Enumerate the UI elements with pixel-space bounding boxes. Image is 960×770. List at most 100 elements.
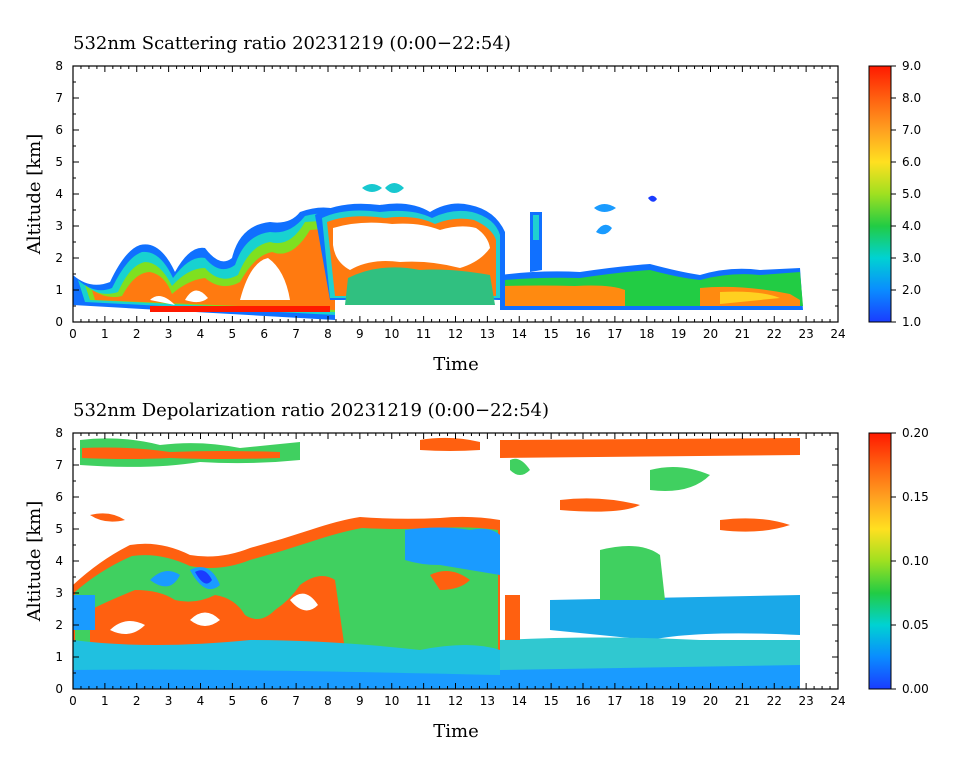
depolarization-ratio-heatmap	[73, 437, 800, 689]
x-tick-label: 22	[767, 694, 782, 708]
colorbar-tick-label: 0.20	[902, 426, 929, 440]
x-tick-label: 13	[480, 327, 495, 341]
x-tick-label: 20	[703, 327, 718, 341]
x-tick-label: 22	[767, 327, 782, 341]
x-tick-label: 8	[324, 327, 332, 341]
x-tick-label: 15	[543, 327, 558, 341]
x-tick-label: 15	[543, 694, 558, 708]
x-tick-label: 16	[575, 327, 590, 341]
colorbar	[868, 432, 892, 690]
x-tick-label: 17	[607, 327, 622, 341]
scattering-ratio-panel: 532nm Scattering ratio 20231219 (0:00−22…	[24, 33, 921, 375]
depolarization-ratio-panel: 532nm Depolarization ratio 20231219 (0:0…	[24, 400, 929, 742]
y-tick-label: 3	[55, 586, 63, 600]
y-tick-label: 5	[55, 155, 63, 169]
x-tick-label: 1	[101, 327, 109, 341]
x-tick-label: 18	[639, 327, 654, 341]
x-tick-label: 14	[512, 694, 527, 708]
x-tick-label: 0	[69, 694, 77, 708]
x-tick-label: 12	[448, 327, 463, 341]
colorbar	[868, 65, 892, 323]
colorbar-ticks: 0.00 0.05 0.10 0.15 0.20	[891, 426, 929, 696]
x-tick-label: 2	[133, 694, 141, 708]
x-tick-label: 9	[356, 694, 364, 708]
x-tick-label: 10	[384, 327, 399, 341]
x-tick-label: 14	[512, 327, 527, 341]
x-tick-label: 21	[735, 327, 750, 341]
cloud-patch-9-5h	[362, 183, 404, 193]
x-axis-label: Time	[433, 721, 478, 742]
colorbar-tick-label: 5.0	[902, 187, 921, 201]
colorbar-tick-label: 0.05	[902, 618, 929, 632]
colorbar-tick-label: 3.0	[902, 251, 921, 265]
y-tick-label: 6	[55, 123, 63, 137]
x-tick-label: 7	[292, 694, 300, 708]
colorbar-tick-label: 4.0	[902, 219, 921, 233]
y-tick-label: 7	[55, 458, 63, 472]
x-tick-label: 7	[292, 327, 300, 341]
y-tick-label: 1	[55, 650, 63, 664]
x-tick-label: 23	[798, 327, 813, 341]
x-tick-label: 21	[735, 694, 750, 708]
y-tick-label: 4	[55, 187, 63, 201]
x-tick-label: 12	[448, 694, 463, 708]
x-tick-label: 0	[69, 327, 77, 341]
y-tick-label: 5	[55, 522, 63, 536]
x-tick-label: 11	[416, 694, 431, 708]
x-tick-label: 16	[575, 694, 590, 708]
x-tick-label: 23	[798, 694, 813, 708]
axis-ticks: 0 1 2 3 4 5 6 7 8 9 10 11 12 13 14 15 16 17 18 19 20 21 22 23 24…	[55, 59, 845, 341]
y-tick-label: 6	[55, 490, 63, 504]
x-tick-label: 5	[229, 327, 237, 341]
x-axis-label: Time	[433, 354, 478, 375]
y-tick-label: 7	[55, 91, 63, 105]
chart-title: 532nm Depolarization ratio 20231219 (0:0…	[73, 400, 549, 421]
x-tick-label: 19	[671, 694, 686, 708]
x-tick-label: 6	[260, 327, 268, 341]
y-tick-label: 8	[55, 426, 63, 440]
colorbar-tick-label: 7.0	[902, 123, 921, 137]
colorbar-tick-label: 9.0	[902, 59, 921, 73]
y-tick-label: 0	[55, 682, 63, 696]
scattering-ratio-heatmap	[73, 183, 803, 320]
x-tick-label: 18	[639, 694, 654, 708]
colorbar-tick-label: 6.0	[902, 155, 921, 169]
colorbar-tick-label: 0.15	[902, 490, 929, 504]
chart-title: 532nm Scattering ratio 20231219 (0:00−22…	[73, 33, 511, 54]
y-axis-label: Altitude [km]	[24, 134, 45, 256]
y-tick-label: 1	[55, 283, 63, 297]
colorbar-ticks: 1.0 2.0 3.0 4.0 5.0 6.0 7.0 8.0 9.0	[891, 59, 921, 329]
x-tick-label: 4	[197, 694, 205, 708]
x-tick-label: 2	[133, 327, 141, 341]
x-tick-label: 1	[101, 694, 109, 708]
mid-layer	[550, 595, 800, 640]
colorbar-tick-label: 0.00	[902, 682, 929, 696]
y-tick-label: 3	[55, 219, 63, 233]
x-tick-label: 10	[384, 694, 399, 708]
y-tick-label: 4	[55, 554, 63, 568]
x-tick-label: 20	[703, 694, 718, 708]
colorbar-tick-label: 1.0	[902, 315, 921, 329]
x-tick-label: 4	[197, 327, 205, 341]
x-tick-label: 9	[356, 327, 364, 341]
x-tick-label: 5	[229, 694, 237, 708]
ice-cloud	[405, 527, 500, 575]
y-tick-label: 0	[55, 315, 63, 329]
x-tick-label: 3	[165, 327, 173, 341]
y-tick-label: 2	[55, 251, 63, 265]
x-tick-label: 13	[480, 694, 495, 708]
x-tick-label: 3	[165, 694, 173, 708]
colorbar-tick-label: 0.10	[902, 554, 929, 568]
y-tick-label: 8	[55, 59, 63, 73]
x-tick-label: 19	[671, 327, 686, 341]
y-axis-label: Altitude [km]	[24, 501, 45, 623]
x-tick-label: 6	[260, 694, 268, 708]
x-tick-label: 11	[416, 327, 431, 341]
colorbar-tick-label: 2.0	[902, 283, 921, 297]
x-tick-label: 8	[324, 694, 332, 708]
patch-16-6h	[594, 204, 616, 235]
patch-18-1h	[648, 195, 657, 202]
y-tick-label: 2	[55, 618, 63, 632]
x-tick-label: 24	[830, 327, 845, 341]
